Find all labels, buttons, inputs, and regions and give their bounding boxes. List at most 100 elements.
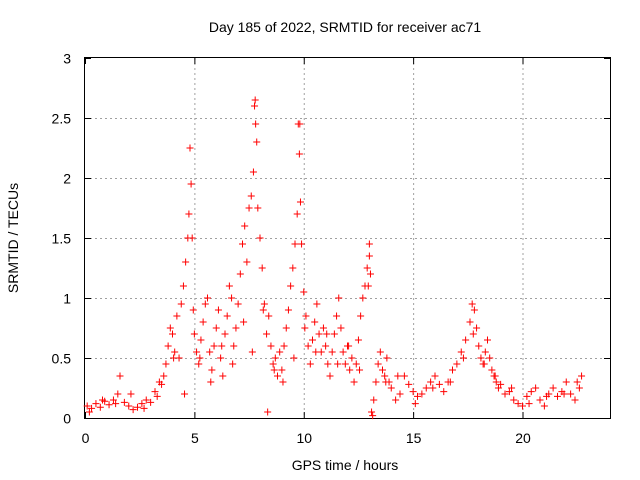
data-point [147,398,155,406]
data-point [381,372,389,380]
data-point [488,366,496,374]
y-tick-label: 1 [63,291,71,307]
data-point [435,380,443,388]
data-point [221,330,229,338]
data-point [188,234,196,242]
data-point [230,342,238,350]
data-point [573,378,581,386]
data-point [239,240,246,248]
data-point [527,388,535,396]
data-point [229,360,237,368]
data-point [116,372,124,380]
data-point [302,312,310,320]
data-point [195,360,203,368]
data-point [234,300,242,308]
data-point [162,360,170,368]
data-point [370,396,378,404]
data-point [422,384,430,392]
data-point [260,300,268,308]
data-point [99,396,106,404]
data-point [287,282,295,290]
data-point [218,342,226,350]
data-point [549,384,557,392]
data-point [96,403,104,411]
data-point [491,372,499,380]
x-tick-label: 20 [515,430,531,446]
data-point [160,372,168,380]
data-point [376,348,384,356]
data-point [346,366,354,374]
data-point [186,144,194,152]
data-point [560,390,568,398]
data-point [364,282,372,290]
data-point [293,210,301,218]
data-point [330,330,338,338]
data-point [199,318,207,326]
data-point [125,402,133,410]
data-point [276,348,284,356]
data-point [179,282,187,290]
data-point [129,406,137,414]
data-point [492,378,500,386]
data-point [134,403,141,411]
plot-frame [84,57,611,419]
data-point [328,348,336,356]
data-point [251,102,259,110]
data-point [300,288,308,296]
data-point [265,312,273,320]
data-point [263,330,271,338]
data-point [225,282,233,290]
data-point [319,324,327,332]
data-point [337,324,345,332]
data-point [473,324,481,332]
data-point [405,380,413,388]
data-point [295,150,303,158]
data-point [475,342,483,350]
data-point [311,318,319,326]
data-point [223,312,231,320]
data-point [254,204,262,212]
data-point [249,168,257,176]
data-point [350,378,358,386]
data-point [232,324,240,332]
data-point [177,300,185,308]
y-tick-label: 2.5 [52,111,72,127]
data-point [431,372,439,380]
data-point [153,392,161,400]
data-point [270,366,278,374]
data-point [334,360,342,368]
data-point [469,330,477,338]
data-point [197,336,205,344]
data-point [486,354,494,362]
data-point [258,264,266,272]
data-point [207,378,215,386]
data-point [536,396,544,404]
data-point [392,396,400,404]
data-point [206,348,214,356]
data-point [477,354,485,362]
data-point [290,354,298,362]
data-point [214,306,222,314]
data-point [83,402,91,410]
data-point [217,354,225,362]
data-point [256,234,264,242]
data-point [365,240,373,248]
y-tick-label: 0 [63,411,71,427]
data-point [508,384,516,392]
data-point [164,342,172,350]
data-point [462,336,470,344]
data-point [366,270,374,278]
data-point [326,372,334,380]
data-point [267,342,275,350]
data-point [114,390,122,398]
data-point [109,396,117,404]
data-point [185,210,193,218]
data-point [312,348,320,356]
data-point [348,354,356,362]
data-point [481,348,489,356]
data-point [356,366,364,374]
data-point [88,404,96,412]
data-point [151,388,159,396]
data-point [369,412,377,420]
